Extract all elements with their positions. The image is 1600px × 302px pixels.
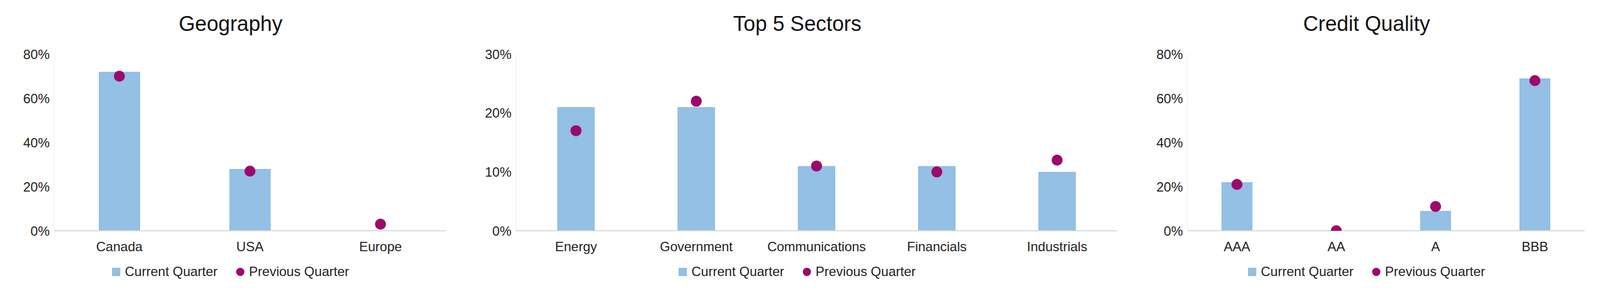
svg-text:60%: 60% — [23, 91, 50, 106]
html-text:Geography: Geography — [178, 12, 283, 36]
svg-text:0%: 0% — [30, 223, 50, 239]
html-text:Current Quarter: Current Quarter — [691, 263, 785, 279]
html-text:Previous Quarter: Previous Quarter — [1384, 263, 1486, 279]
svg-text:Government: Government — [659, 238, 733, 254]
svg-text:60%: 60% — [1156, 91, 1183, 106]
svg-text:80%: 80% — [23, 46, 50, 62]
svg-text:Financials: Financials — [907, 238, 967, 254]
svg-text:30%: 30% — [484, 46, 512, 62]
svg-text:40%: 40% — [23, 135, 50, 151]
svg-text:Communications: Communications — [767, 238, 867, 254]
svg-text:0%: 0% — [492, 223, 512, 239]
html-text:Top 5 Sectors: Top 5 Sectors — [733, 12, 862, 36]
svg-text:10%: 10% — [484, 164, 512, 180]
html-text:Current Quarter: Current Quarter — [124, 263, 218, 279]
html-text:Previous Quarter: Previous Quarter — [815, 263, 916, 279]
svg-text:20%: 20% — [1156, 179, 1183, 195]
svg-text:A: A — [1431, 238, 1440, 254]
html-text:Previous Quarter: Previous Quarter — [248, 263, 350, 279]
svg-text:80%: 80% — [1156, 46, 1183, 62]
svg-text:BBB: BBB — [1521, 238, 1549, 254]
html-text:Current Quarter: Current Quarter — [1260, 263, 1354, 279]
svg-text:Europe: Europe — [359, 238, 402, 254]
svg-text:40%: 40% — [1156, 135, 1183, 151]
svg-text:0%: 0% — [1163, 223, 1183, 239]
svg-text:20%: 20% — [484, 105, 512, 121]
svg-text:Industrials: Industrials — [1026, 238, 1087, 254]
svg-text:Energy: Energy — [555, 238, 597, 254]
svg-text:20%: 20% — [23, 179, 50, 195]
html-text:Credit Quality: Credit Quality — [1303, 12, 1431, 36]
svg-text:AAA: AAA — [1223, 238, 1251, 254]
svg-text:AA: AA — [1327, 238, 1346, 254]
svg-text:USA: USA — [236, 238, 264, 254]
svg-text:Canada: Canada — [96, 238, 143, 254]
